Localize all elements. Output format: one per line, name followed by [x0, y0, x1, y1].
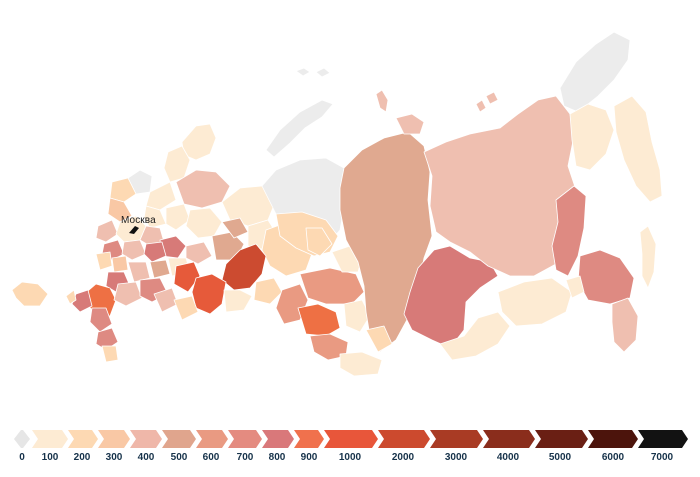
legend-tick-label: 4000 [496, 452, 520, 463]
region-bryansk[interactable] [95, 251, 113, 271]
legend-swatch[interactable] [68, 430, 98, 448]
region-kaliningrad[interactable] [65, 289, 77, 305]
region-magadan[interactable] [569, 103, 615, 171]
legend-tick-label: 500 [170, 452, 188, 463]
region-chelyabinsk[interactable] [253, 277, 283, 305]
region-tyva[interactable] [339, 351, 383, 377]
legend-swatch[interactable] [14, 430, 30, 448]
region-samara[interactable] [191, 273, 227, 315]
region-mordovia[interactable] [185, 241, 213, 265]
legend-tick-label: 6000 [601, 452, 625, 463]
legend-swatch[interactable] [98, 430, 130, 448]
legend-color-scale [14, 430, 688, 448]
region-tula[interactable] [121, 239, 147, 261]
region-lipetsk[interactable] [127, 261, 151, 283]
region-tambov[interactable] [149, 259, 171, 279]
region-north-caucasus[interactable] [101, 345, 119, 363]
region-irkutsk[interactable] [403, 245, 499, 349]
region-khabarovsk[interactable] [551, 185, 587, 277]
region-arctic-islands-east[interactable] [295, 67, 331, 78]
region-khakassia[interactable] [365, 325, 393, 353]
legend-tick-label: 100 [41, 452, 59, 463]
region-arkhangelsk[interactable] [175, 169, 231, 209]
legend-swatch[interactable] [32, 430, 68, 448]
legend-swatch[interactable] [483, 430, 535, 448]
russia-region-map [11, 31, 663, 377]
region-crimea[interactable] [11, 281, 49, 307]
region-smolensk[interactable] [95, 219, 119, 243]
region-kirov[interactable] [185, 207, 223, 239]
region-pskov[interactable] [109, 177, 137, 203]
region-severnaya-zemlya[interactable] [375, 89, 389, 113]
legend-swatch[interactable] [324, 430, 378, 448]
legend-tick-label: 0 [19, 452, 25, 463]
legend-tick-label: 1000 [338, 452, 362, 463]
region-tyumen[interactable] [305, 227, 333, 257]
region-tver[interactable] [107, 197, 133, 223]
region-krasnodar[interactable] [89, 307, 113, 333]
region-buryatia[interactable] [439, 311, 511, 361]
region-astrakhan[interactable] [173, 295, 199, 321]
region-altai-krai[interactable] [297, 303, 341, 337]
region-kamchatka[interactable] [613, 95, 663, 203]
legend-swatch[interactable] [430, 430, 483, 448]
region-ryazan[interactable] [143, 241, 167, 263]
legend-tick-label: 2000 [391, 452, 415, 463]
legend-swatch[interactable] [294, 430, 324, 448]
legend-swatch[interactable] [162, 430, 196, 448]
legend-swatch[interactable] [588, 430, 638, 448]
legend-tick-label: 300 [105, 452, 123, 463]
region-kostroma[interactable] [165, 203, 191, 231]
region-sakhalin[interactable] [639, 225, 657, 289]
region-orel[interactable] [111, 255, 129, 273]
region-chukotka[interactable] [559, 31, 631, 113]
legend-tick-label: 7000 [650, 452, 674, 463]
legend-swatch[interactable] [196, 430, 228, 448]
legend-tick-label: 5000 [548, 452, 572, 463]
region-jewish-ao[interactable] [565, 275, 585, 299]
legend-tick-label: 200 [73, 452, 91, 463]
region-taimyr-north[interactable] [395, 113, 425, 135]
legend-tick-label: 400 [137, 452, 155, 463]
legend-swatch[interactable] [535, 430, 588, 448]
region-novosibirsk[interactable] [299, 267, 365, 305]
legend-tick-label: 600 [202, 452, 220, 463]
region-kemerovo[interactable] [343, 299, 371, 333]
legend-swatch[interactable] [262, 430, 294, 448]
region-novgorod[interactable] [145, 181, 177, 211]
region-zabaykalsky[interactable] [497, 277, 573, 327]
region-primorye[interactable] [611, 297, 639, 353]
legend-swatch[interactable] [638, 430, 688, 448]
city-label-moscow: Москва [121, 215, 156, 226]
legend-tick-label: 900 [300, 452, 318, 463]
legend-tick-label: 700 [236, 452, 254, 463]
moscow-marker[interactable] [129, 226, 139, 234]
legend-tick-label: 800 [268, 452, 286, 463]
region-yaroslavl[interactable] [143, 205, 167, 229]
region-new-siberian-islands[interactable] [475, 91, 499, 113]
legend-swatch[interactable] [378, 430, 430, 448]
legend-swatch[interactable] [228, 430, 262, 448]
region-novaya-zemlya[interactable] [265, 99, 334, 158]
region-orenburg[interactable] [223, 289, 253, 313]
legend-swatch[interactable] [130, 430, 162, 448]
region-voronezh[interactable] [113, 281, 143, 307]
region-amur[interactable] [577, 249, 635, 305]
legend-tick-label: 3000 [444, 452, 468, 463]
